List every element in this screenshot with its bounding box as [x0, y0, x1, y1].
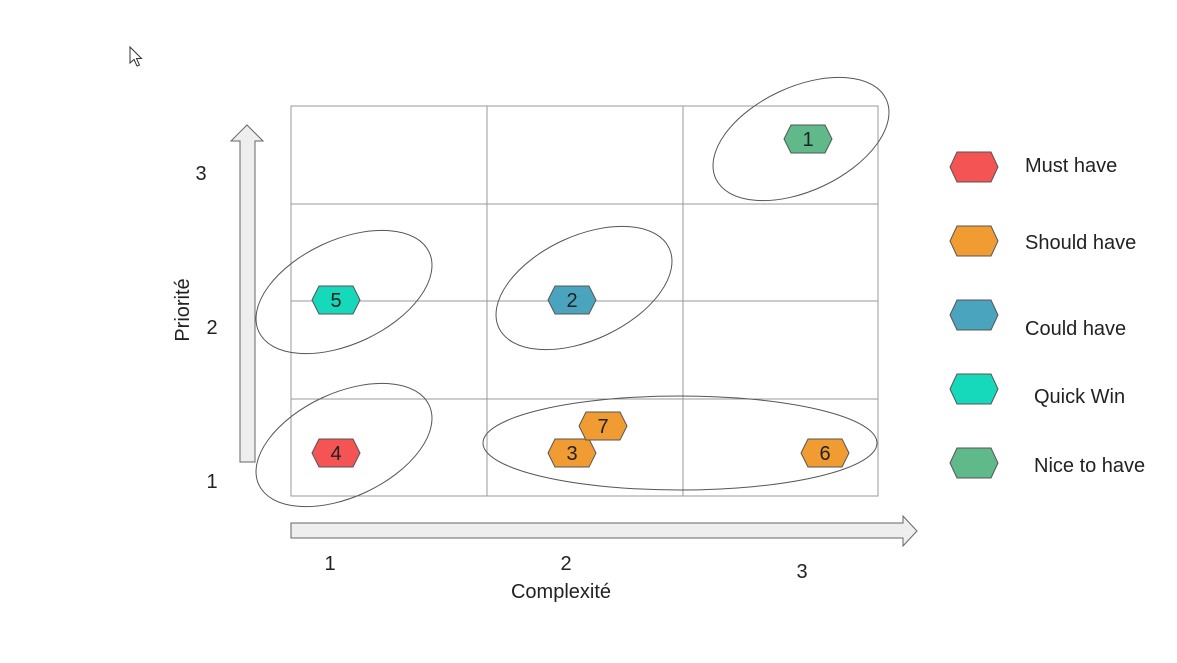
item-label: 2 [566, 290, 577, 312]
item-hexagon [578, 411, 628, 441]
y-axis-label: Priorité [172, 278, 194, 341]
item-hexagon [547, 285, 597, 315]
x-tick-label: 3 [796, 561, 807, 583]
group-ellipse [255, 382, 433, 508]
y-tick-label: 3 [195, 163, 206, 185]
legend-label: Nice to have [1034, 455, 1145, 477]
legend-item: Must have [949, 151, 1117, 183]
legend-item: Could have [949, 299, 1126, 340]
legend-item: Should have [949, 225, 1136, 257]
arrow-cursor-icon [129, 45, 143, 67]
item-hexagon [311, 438, 361, 468]
legend-item: Nice to have [949, 447, 1145, 479]
item-marker: 2 [547, 285, 597, 315]
x-tick-label: 1 [324, 553, 335, 575]
item-label: 5 [330, 290, 341, 312]
legend-label: Must have [1025, 155, 1117, 177]
matrix-grid [290, 105, 879, 497]
group-ellipse [495, 225, 673, 351]
x-axis-label: Complexité [511, 581, 611, 603]
legend-swatch [949, 225, 999, 257]
group-ellipse [712, 76, 890, 202]
y-tick-label: 2 [206, 317, 217, 339]
legend-swatch [949, 373, 999, 405]
legend-label: Could have [1025, 318, 1126, 340]
y-axis-arrow [229, 124, 265, 463]
item-marker: 1 [783, 124, 833, 154]
group-ellipse [482, 395, 878, 491]
item-label: 1 [802, 129, 813, 151]
item-marker: 3 [547, 438, 597, 468]
legend-label: Should have [1025, 232, 1136, 254]
x-axis-arrow [290, 514, 918, 548]
legend-item: Quick Win [949, 373, 1125, 408]
group-ellipse [255, 229, 433, 355]
item-hexagon [800, 438, 850, 468]
legend-swatch [949, 151, 999, 183]
item-marker: 5 [311, 285, 361, 315]
item-marker: 7 [578, 411, 628, 441]
item-label: 7 [597, 416, 608, 438]
x-tick-label: 2 [560, 553, 571, 575]
item-label: 4 [330, 443, 341, 465]
item-hexagon [783, 124, 833, 154]
item-marker: 4 [311, 438, 361, 468]
item-label: 6 [819, 443, 830, 465]
legend-swatch [949, 447, 999, 479]
item-hexagon [311, 285, 361, 315]
y-tick-label: 1 [206, 471, 217, 493]
item-marker: 6 [800, 438, 850, 468]
legend-swatch [949, 299, 999, 331]
legend-label: Quick Win [1034, 386, 1125, 408]
item-label: 3 [566, 443, 577, 465]
